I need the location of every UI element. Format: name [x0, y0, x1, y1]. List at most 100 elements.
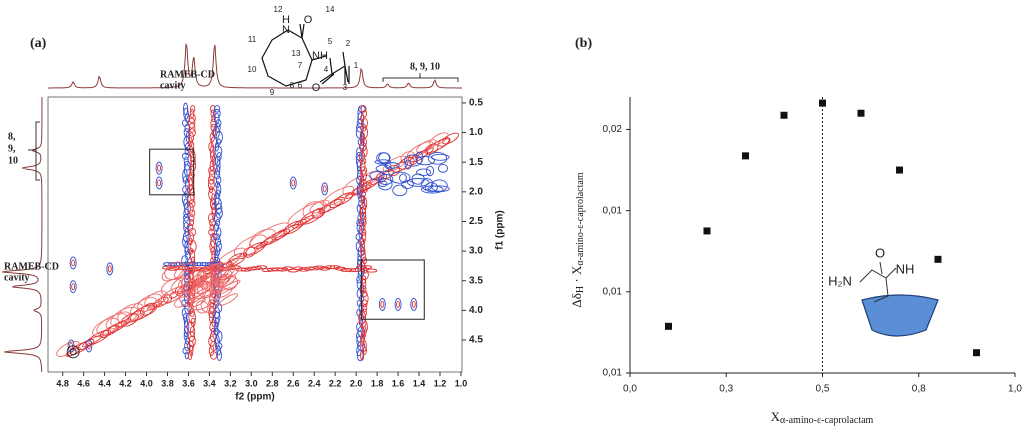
atom-label: 7 — [298, 61, 303, 70]
contour — [356, 218, 365, 227]
molecule-bonds — [261, 23, 350, 87]
contour — [65, 346, 81, 357]
contour — [207, 175, 215, 185]
atom-label: 10 — [248, 65, 257, 74]
point — [780, 111, 788, 119]
contour — [184, 202, 191, 215]
contour — [157, 285, 187, 305]
contour — [242, 246, 256, 258]
contour — [322, 185, 327, 193]
contour — [359, 240, 366, 253]
panel-label: (a) — [30, 36, 47, 51]
annotation: RAMEB-CD — [160, 69, 215, 80]
x-tick-label: 0,3 — [719, 384, 733, 395]
plot-frame — [47, 96, 463, 373]
contour — [188, 302, 194, 314]
contour — [183, 262, 193, 267]
contour — [215, 130, 223, 144]
contour — [189, 214, 195, 222]
contour — [429, 132, 449, 146]
contour — [362, 340, 367, 352]
contour — [215, 189, 221, 200]
point — [703, 227, 711, 235]
contour — [183, 316, 189, 328]
contour — [102, 324, 120, 337]
contour — [392, 184, 408, 197]
contour — [360, 350, 365, 361]
contour — [389, 171, 411, 184]
y-tick-label: 3.5 — [469, 275, 483, 286]
highlight-box — [360, 259, 425, 320]
contour — [69, 256, 77, 270]
contour — [358, 311, 366, 324]
contour — [345, 268, 357, 273]
contour — [299, 208, 325, 225]
contour — [187, 174, 194, 186]
contour — [361, 275, 367, 284]
contour — [214, 141, 219, 152]
contour — [207, 179, 215, 191]
contour — [375, 164, 393, 173]
atom-label: O — [312, 82, 321, 94]
contour — [358, 218, 367, 227]
contour — [174, 262, 196, 279]
inset-label: H₂N — [828, 273, 852, 288]
contour — [183, 198, 189, 209]
contour — [360, 105, 367, 113]
contour — [184, 147, 189, 156]
atom-label: 14 — [326, 5, 335, 14]
x-tick-label: 3.8 — [161, 378, 174, 388]
y-tick-label: 0,01 — [603, 286, 623, 297]
x-tick-label: 4.2 — [119, 378, 132, 388]
contour — [359, 159, 366, 172]
x-tick-label: 1.6 — [392, 378, 405, 388]
point — [819, 99, 826, 107]
contour — [66, 345, 80, 359]
contour — [188, 178, 193, 192]
contour — [209, 240, 216, 253]
contour — [360, 179, 368, 191]
annotation: cavity — [4, 272, 30, 283]
contours — [56, 102, 459, 362]
contour — [210, 233, 217, 241]
contour — [214, 317, 220, 328]
contour — [362, 308, 367, 318]
y-axis-title: f1 (ppm) — [495, 210, 506, 249]
y-tick-label: 0,01 — [603, 368, 623, 379]
contour — [227, 252, 246, 266]
contour — [69, 348, 77, 356]
x-tick-label: 3.0 — [245, 378, 258, 388]
contour — [266, 267, 278, 272]
annotation: 9, — [8, 143, 16, 154]
inset-label: O — [875, 245, 885, 260]
contour — [178, 290, 194, 307]
atom-label: 11 — [248, 35, 257, 44]
contour — [361, 132, 365, 143]
contour — [187, 350, 193, 361]
contour — [296, 214, 315, 226]
y-axis-title-part: H — [575, 286, 586, 293]
contour — [396, 300, 401, 308]
contour — [106, 262, 114, 276]
atom-label: 4 — [324, 65, 329, 74]
highlight-box — [149, 148, 195, 196]
contour — [360, 174, 365, 186]
contour — [214, 322, 219, 332]
contour — [190, 160, 197, 172]
contour — [321, 182, 329, 196]
spectrum-left — [1, 96, 43, 373]
x-tick-label: 1.8 — [371, 378, 384, 388]
contour — [187, 232, 195, 242]
contour — [155, 161, 163, 175]
contour — [190, 317, 196, 327]
contour — [215, 202, 223, 214]
atom-label: 5 — [328, 37, 333, 46]
y-tick-label: 0.5 — [469, 98, 483, 109]
contour — [85, 339, 93, 353]
contour — [190, 105, 196, 113]
contour — [359, 166, 368, 175]
contour — [359, 285, 367, 293]
inset-label: NH — [896, 261, 915, 276]
contour — [359, 202, 367, 215]
contour — [289, 176, 297, 190]
